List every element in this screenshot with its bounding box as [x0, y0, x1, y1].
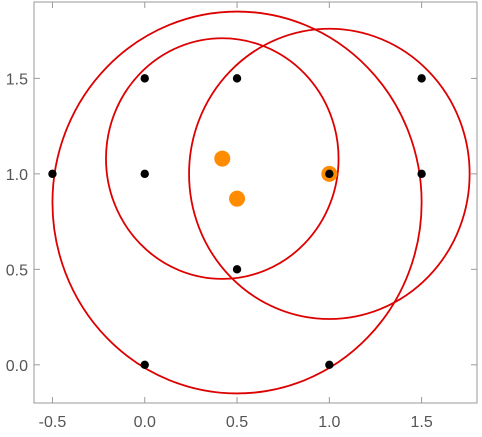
x-tick-label: 0.0 [134, 414, 156, 431]
black-point [325, 360, 334, 370]
orange-point [229, 190, 246, 207]
y-axis-ticks: 0.0 0.5 1.0 1.5 [6, 71, 477, 375]
y-tick-label: 1.5 [6, 71, 28, 88]
black-point [325, 169, 334, 179]
red-circle [105, 37, 340, 280]
y-tick-label: 0.5 [6, 262, 28, 279]
x-tick-label: 1.0 [318, 414, 340, 431]
black-point [140, 360, 149, 370]
red-circle [188, 27, 471, 320]
black-point [140, 169, 149, 179]
black-point [417, 74, 426, 83]
black-point [232, 265, 242, 274]
x-tick-label: 0.5 [226, 414, 248, 431]
y-tick-label: 1.0 [6, 167, 28, 184]
circles-layer [51, 10, 471, 395]
x-tick-label: -0.5 [39, 414, 67, 431]
black-point [232, 74, 242, 83]
red-circle [51, 10, 423, 395]
plot-frame [33, 1, 478, 404]
orange-point [214, 150, 231, 167]
y-tick-label: 0.0 [6, 358, 28, 375]
points-layer [48, 74, 426, 370]
x-tick-label: 1.5 [411, 414, 433, 431]
black-point [140, 74, 149, 83]
x-axis-ticks: -0.5 0.0 0.5 1.0 1.5 [39, 2, 433, 431]
black-point [48, 169, 57, 179]
black-point [417, 169, 426, 179]
